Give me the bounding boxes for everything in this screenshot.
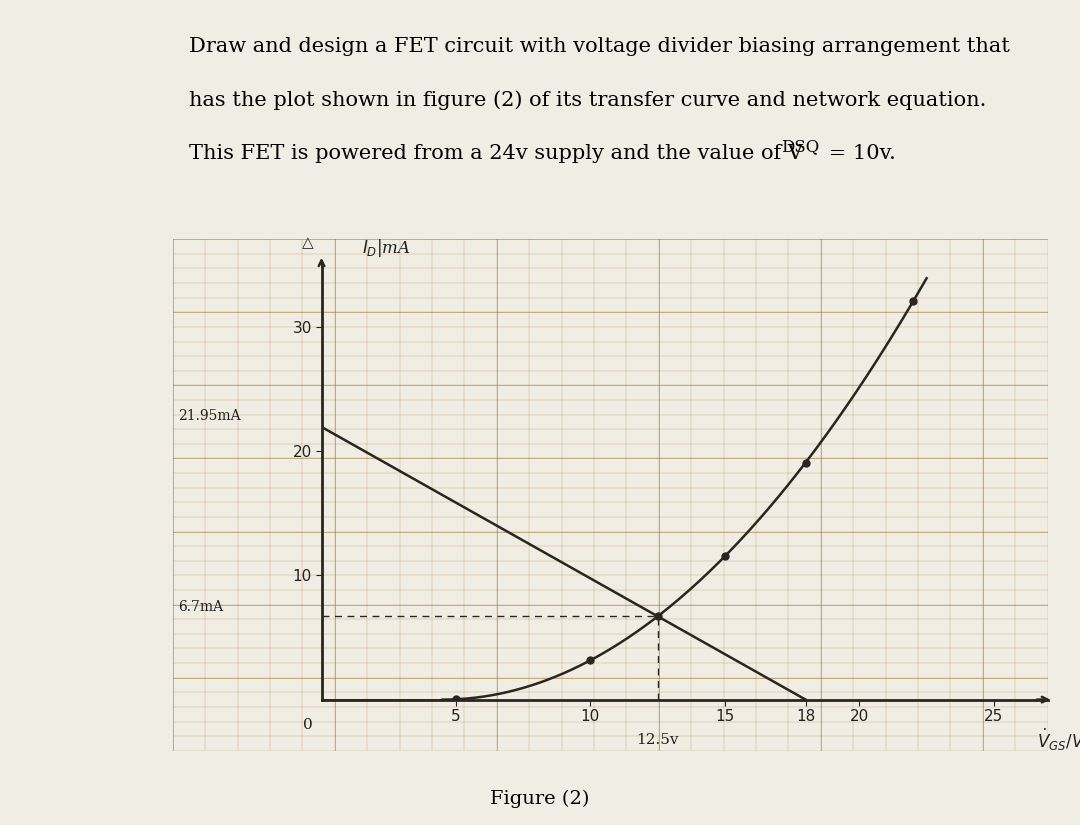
Text: 6.7mA: 6.7mA [178, 600, 224, 614]
Text: This FET is powered from a 24v supply and the value of V: This FET is powered from a 24v supply an… [189, 144, 804, 163]
Text: $\dot{V}_{GS}/V$: $\dot{V}_{GS}/V$ [1037, 727, 1080, 753]
Text: $I_D|$mA: $I_D|$mA [362, 237, 410, 258]
Text: = 10v.: = 10v. [822, 144, 895, 163]
Text: 0: 0 [303, 719, 313, 733]
Text: DSQ: DSQ [781, 138, 819, 155]
Text: Draw and design a FET circuit with voltage divider biasing arrangement that: Draw and design a FET circuit with volta… [189, 37, 1010, 56]
Text: △: △ [302, 235, 314, 250]
Text: Figure (2): Figure (2) [490, 790, 590, 808]
Text: 21.95mA: 21.95mA [178, 409, 241, 422]
Text: has the plot shown in figure (2) of its transfer curve and network equation.: has the plot shown in figure (2) of its … [189, 91, 986, 111]
Text: 12.5v: 12.5v [636, 733, 679, 747]
